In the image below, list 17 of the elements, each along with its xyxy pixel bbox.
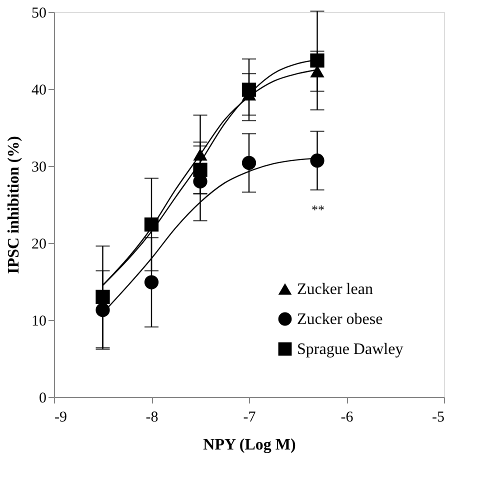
x-tick-label: -9 xyxy=(54,410,67,426)
y-axis-title: IPSC inhibition (%) xyxy=(6,136,22,274)
legend-label: Zucker obese xyxy=(297,311,383,328)
x-tick-label: -8 xyxy=(146,410,158,426)
y-tick-label: 40 xyxy=(32,82,46,98)
legend-label: Sprague Dawley xyxy=(297,341,404,358)
annotation: ** xyxy=(312,202,324,217)
legend-label: Zucker lean xyxy=(297,281,373,298)
x-tick-label: -6 xyxy=(340,410,354,426)
y-tick-label: 0 xyxy=(39,390,46,406)
y-tick-label: 10 xyxy=(32,314,46,330)
x-axis-title: NPY (Log M) xyxy=(203,436,296,454)
x-tick-label: -7 xyxy=(243,410,256,426)
y-tick-label: 50 xyxy=(32,6,46,22)
y-tick-label: 30 xyxy=(32,160,46,176)
y-tick-label: 20 xyxy=(32,236,46,252)
x-tick-label: -5 xyxy=(432,410,444,426)
